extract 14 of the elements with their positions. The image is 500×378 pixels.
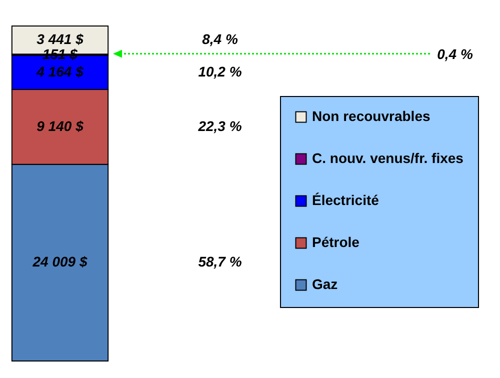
legend-label: C. nouv. venus/fr. fixes xyxy=(312,150,464,166)
text: 58,7 % xyxy=(198,254,242,270)
data-label: 3 441 $ xyxy=(36,31,84,48)
data-label: 4 164 $ xyxy=(36,63,84,80)
legend-label: Pétrole xyxy=(312,234,360,250)
text: 10,2 % xyxy=(198,63,242,80)
text: 0,4 % xyxy=(437,46,474,62)
data-label: 9 140 $ xyxy=(36,118,84,134)
legend-label: Non recouvrables xyxy=(312,108,430,124)
text: 22,3 % xyxy=(197,118,242,134)
data-label: 24 009 $ xyxy=(32,254,88,270)
legend-label: Gaz xyxy=(312,276,338,292)
text: 8,4 % xyxy=(202,31,238,48)
legend-label: Électricité xyxy=(312,192,380,208)
